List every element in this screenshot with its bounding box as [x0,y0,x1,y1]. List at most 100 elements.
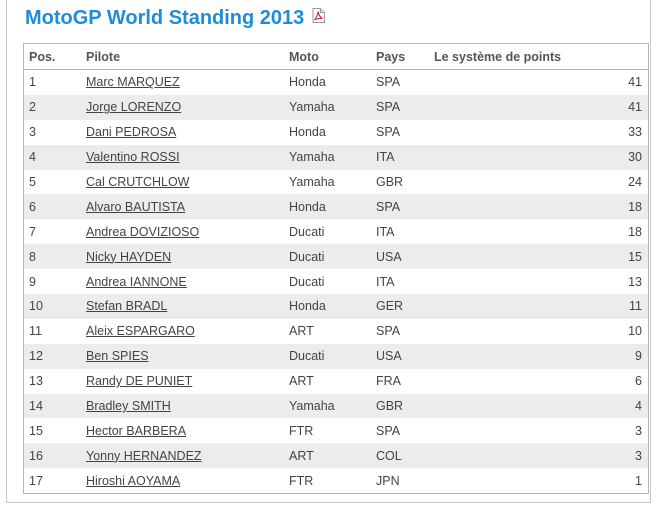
cell-pilot: Randy DE PUNIET [86,368,289,394]
cell-moto: Honda [289,69,376,95]
cell-pays: ITA [376,269,434,295]
cell-pilot: Dani PEDROSA [86,119,289,145]
cell-pos: 16 [24,443,86,469]
page-title: MotoGP World Standing 2013 [25,7,305,29]
cell-pays: SPA [376,418,434,444]
cell-pilot: Stefan BRADL [86,294,289,319]
cell-points: 3 [434,418,648,444]
cell-pays: SPA [376,318,434,344]
cell-points: 3 [434,443,648,469]
table-row: 5 Cal CRUTCHLOW Yamaha GBR 24 [24,169,648,195]
cell-pays: SPA [376,94,434,120]
cell-pays: GBR [376,169,434,195]
cell-pilot: Jorge LORENZO [86,94,289,120]
rider-link[interactable]: Aleix ESPARGARO [86,324,195,339]
rider-link[interactable]: Marc MARQUEZ [86,75,180,90]
cell-moto: Ducati [289,269,376,295]
rider-link[interactable]: Cal CRUTCHLOW [86,175,190,189]
cell-pays: SPA [376,119,434,145]
cell-moto: ART [289,368,376,394]
rider-link[interactable]: Andrea IANNONE [86,274,187,289]
table-row: 10 Stefan BRADL Honda GER 11 [24,294,648,319]
cell-moto: Ducati [289,343,376,369]
table-header-row: Pos. Pilote Moto Pays Le système de poin… [24,44,648,70]
table-row: 16 Yonny HERNANDEZ ART COL 3 [24,443,648,469]
table-row: 14 Bradley SMITH Yamaha GBR 4 [24,393,648,419]
cell-pays: FRA [376,368,434,394]
cell-moto: FTR [289,468,376,494]
cell-points: 1 [434,468,648,494]
cell-points: 15 [434,244,648,270]
cell-pos: 4 [24,144,86,170]
cell-pays: USA [376,244,434,270]
cell-points: 41 [434,69,648,95]
cell-pilot: Alvaro BAUTISTA [86,194,289,220]
table-row: 2 Jorge LORENZO Yamaha SPA 41 [24,94,648,120]
cell-points: 18 [434,219,648,245]
rider-link[interactable]: Bradley SMITH [86,399,171,414]
rider-link[interactable]: Nicky HAYDEN [86,249,172,264]
cell-points: 41 [434,94,648,120]
standings-table: Pos. Pilote Moto Pays Le système de poin… [23,43,649,495]
table-row: 12 Ben SPIES Ducati USA 9 [24,343,648,369]
cell-pilot: Marc MARQUEZ [86,69,289,95]
cell-pos: 3 [24,119,86,145]
cell-pos: 2 [24,94,86,120]
cell-pos: 10 [24,294,86,319]
cell-pilot: Aleix ESPARGARO [86,318,289,344]
rider-link[interactable]: Valentino ROSSI [86,150,180,165]
cell-pilot: Andrea DOVIZIOSO [86,219,289,245]
rider-link[interactable]: Randy DE PUNIET [86,374,193,389]
table-row: 15 Hector BARBERA FTR SPA 3 [24,418,648,444]
cell-moto: Yamaha [289,393,376,419]
cell-points: 33 [434,119,648,145]
cell-pos: 13 [24,368,86,394]
cell-moto: Ducati [289,219,376,245]
rider-link[interactable]: Yonny HERNANDEZ [86,448,202,463]
rider-link[interactable]: Stefan BRADL [86,299,168,314]
cell-moto: Honda [289,294,376,319]
cell-pos: 17 [24,468,86,494]
header-points[interactable]: Le système de points [434,44,648,70]
cell-pos: 7 [24,219,86,245]
rider-link[interactable]: Hector BARBERA [86,423,187,438]
pdf-icon[interactable] [312,7,326,23]
standings-panel: MotoGP World Standing 2013 Pos. Pilote M… [6,0,651,503]
table-row: 1 Marc MARQUEZ Honda SPA 41 [24,69,648,95]
cell-pays: GER [376,294,434,319]
rider-link[interactable]: Alvaro BAUTISTA [86,199,186,214]
rider-link[interactable]: Dani PEDROSA [86,125,177,140]
rider-link[interactable]: Andrea DOVIZIOSO [86,224,200,239]
cell-moto: Honda [289,119,376,145]
header-moto[interactable]: Moto [289,44,376,70]
cell-points: 11 [434,294,648,319]
cell-points: 9 [434,343,648,369]
rider-link[interactable]: Ben SPIES [86,349,149,364]
cell-pos: 6 [24,194,86,220]
cell-pilot: Cal CRUTCHLOW [86,169,289,195]
header-pilot[interactable]: Pilote [86,44,289,70]
cell-pays: SPA [376,69,434,95]
cell-moto: Yamaha [289,144,376,170]
cell-moto: ART [289,318,376,344]
cell-pilot: Hector BARBERA [86,418,289,444]
cell-moto: ART [289,443,376,469]
header-pos[interactable]: Pos. [24,44,86,70]
table-row: 6 Alvaro BAUTISTA Honda SPA 18 [24,194,648,220]
cell-points: 10 [434,318,648,344]
cell-moto: Ducati [289,244,376,270]
cell-moto: Honda [289,194,376,220]
cell-points: 13 [434,269,648,295]
cell-moto: Yamaha [289,169,376,195]
rider-link[interactable]: Jorge LORENZO [86,100,182,115]
header-pays[interactable]: Pays [376,44,434,70]
cell-pos: 1 [24,69,86,95]
standings-body: 1 Marc MARQUEZ Honda SPA 41 2 Jorge LORENZO Yam… [24,69,648,494]
cell-points: 4 [434,393,648,419]
table-row: 3 Dani PEDROSA Honda SPA 33 [24,119,648,145]
cell-points: 18 [434,194,648,220]
table-row: 8 Nicky HAYDEN Ducati USA 15 [24,244,648,270]
table-row: 11 Aleix ESPARGARO ART SPA 10 [24,318,648,344]
cell-pays: COL [376,443,434,469]
rider-link[interactable]: Hiroshi AOYAMA [86,473,181,488]
